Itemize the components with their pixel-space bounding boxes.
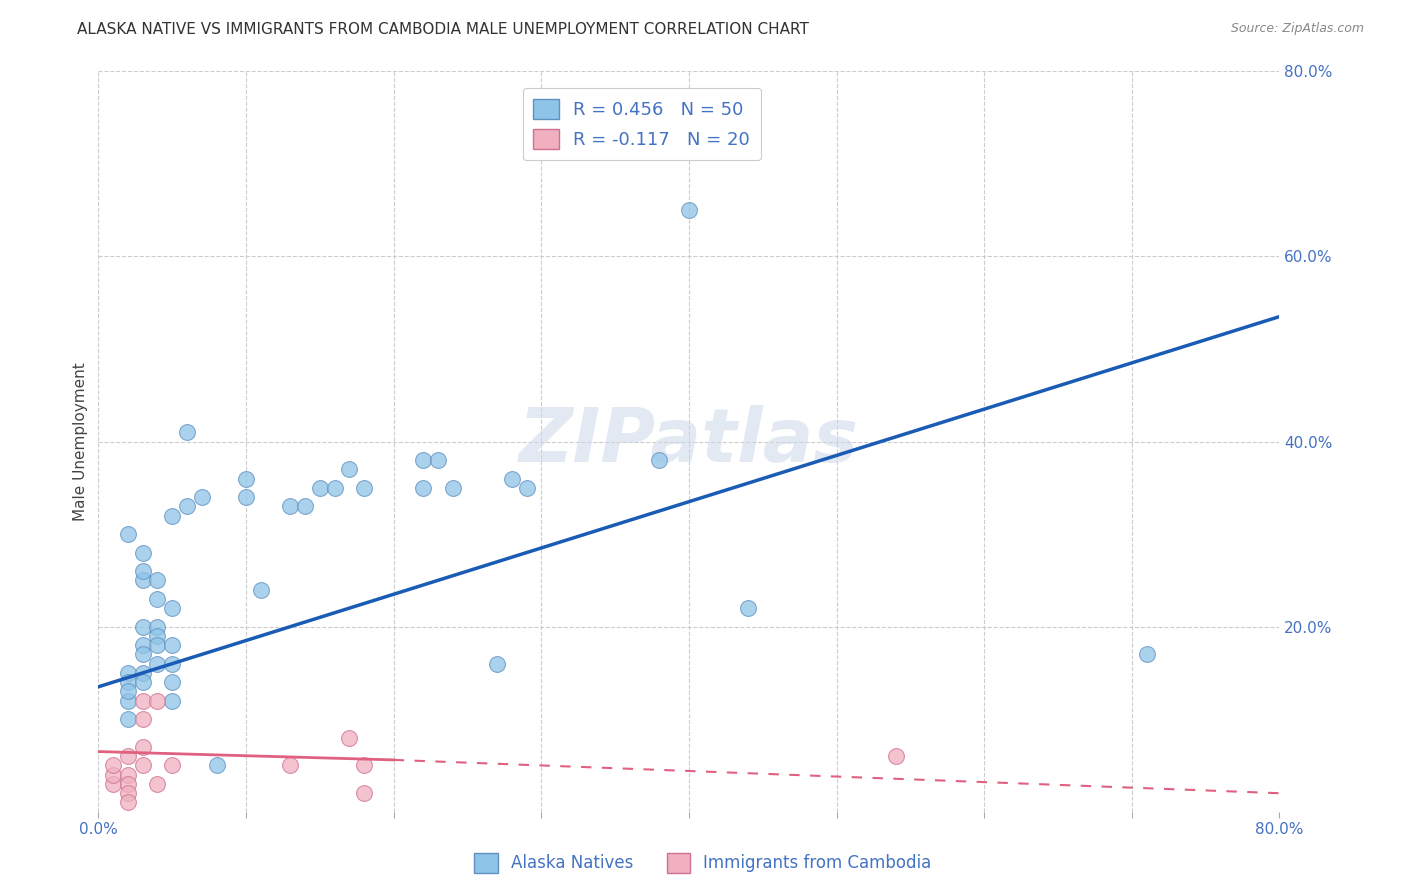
- Point: [132, 564, 155, 578]
- Point: [117, 665, 139, 680]
- Point: [235, 490, 257, 504]
- Legend: R = 0.456   N = 50, R = -0.117   N = 20: R = 0.456 N = 50, R = -0.117 N = 20: [523, 87, 761, 161]
- Point: [884, 749, 907, 764]
- Point: [501, 472, 523, 486]
- Point: [412, 453, 434, 467]
- Point: [250, 582, 273, 597]
- Point: [132, 675, 155, 690]
- Point: [132, 758, 155, 772]
- Point: [132, 712, 155, 726]
- Point: [146, 574, 169, 588]
- Point: [294, 500, 316, 514]
- Point: [162, 694, 183, 708]
- Text: Source: ZipAtlas.com: Source: ZipAtlas.com: [1230, 22, 1364, 36]
- Point: [191, 490, 214, 504]
- Point: [737, 601, 759, 615]
- Point: [103, 777, 125, 791]
- Text: ALASKA NATIVE VS IMMIGRANTS FROM CAMBODIA MALE UNEMPLOYMENT CORRELATION CHART: ALASKA NATIVE VS IMMIGRANTS FROM CAMBODI…: [77, 22, 810, 37]
- Point: [146, 657, 169, 671]
- Point: [441, 481, 464, 495]
- Legend: Alaska Natives, Immigrants from Cambodia: Alaska Natives, Immigrants from Cambodia: [468, 847, 938, 880]
- Point: [323, 481, 346, 495]
- Point: [162, 758, 183, 772]
- Point: [146, 777, 169, 791]
- Point: [117, 712, 139, 726]
- Point: [132, 665, 155, 680]
- Point: [146, 591, 169, 606]
- Point: [162, 675, 183, 690]
- Point: [146, 694, 169, 708]
- Point: [280, 500, 302, 514]
- Point: [132, 638, 155, 652]
- Point: [280, 758, 302, 772]
- Point: [339, 462, 361, 476]
- Point: [117, 796, 139, 810]
- Point: [103, 767, 125, 781]
- Point: [162, 638, 183, 652]
- Point: [117, 786, 139, 800]
- Point: [353, 786, 375, 800]
- Point: [648, 453, 671, 467]
- Point: [132, 739, 155, 754]
- Point: [1136, 648, 1159, 662]
- Point: [117, 777, 139, 791]
- Point: [339, 731, 361, 745]
- Point: [516, 481, 538, 495]
- Point: [117, 684, 139, 698]
- Y-axis label: Male Unemployment: Male Unemployment: [73, 362, 89, 521]
- Point: [176, 500, 198, 514]
- Point: [162, 601, 183, 615]
- Text: ZIPatlas: ZIPatlas: [519, 405, 859, 478]
- Point: [132, 694, 155, 708]
- Point: [162, 657, 183, 671]
- Point: [309, 481, 332, 495]
- Point: [132, 574, 155, 588]
- Point: [146, 629, 169, 643]
- Point: [205, 758, 228, 772]
- Point: [678, 203, 700, 218]
- Point: [176, 425, 198, 440]
- Point: [117, 527, 139, 541]
- Point: [353, 758, 375, 772]
- Point: [117, 694, 139, 708]
- Point: [162, 508, 183, 523]
- Point: [132, 648, 155, 662]
- Point: [427, 453, 450, 467]
- Point: [146, 638, 169, 652]
- Point: [146, 619, 169, 633]
- Point: [132, 619, 155, 633]
- Point: [353, 481, 375, 495]
- Point: [132, 545, 155, 560]
- Point: [103, 758, 125, 772]
- Point: [117, 675, 139, 690]
- Point: [486, 657, 509, 671]
- Point: [117, 767, 139, 781]
- Point: [412, 481, 434, 495]
- Point: [117, 749, 139, 764]
- Point: [235, 472, 257, 486]
